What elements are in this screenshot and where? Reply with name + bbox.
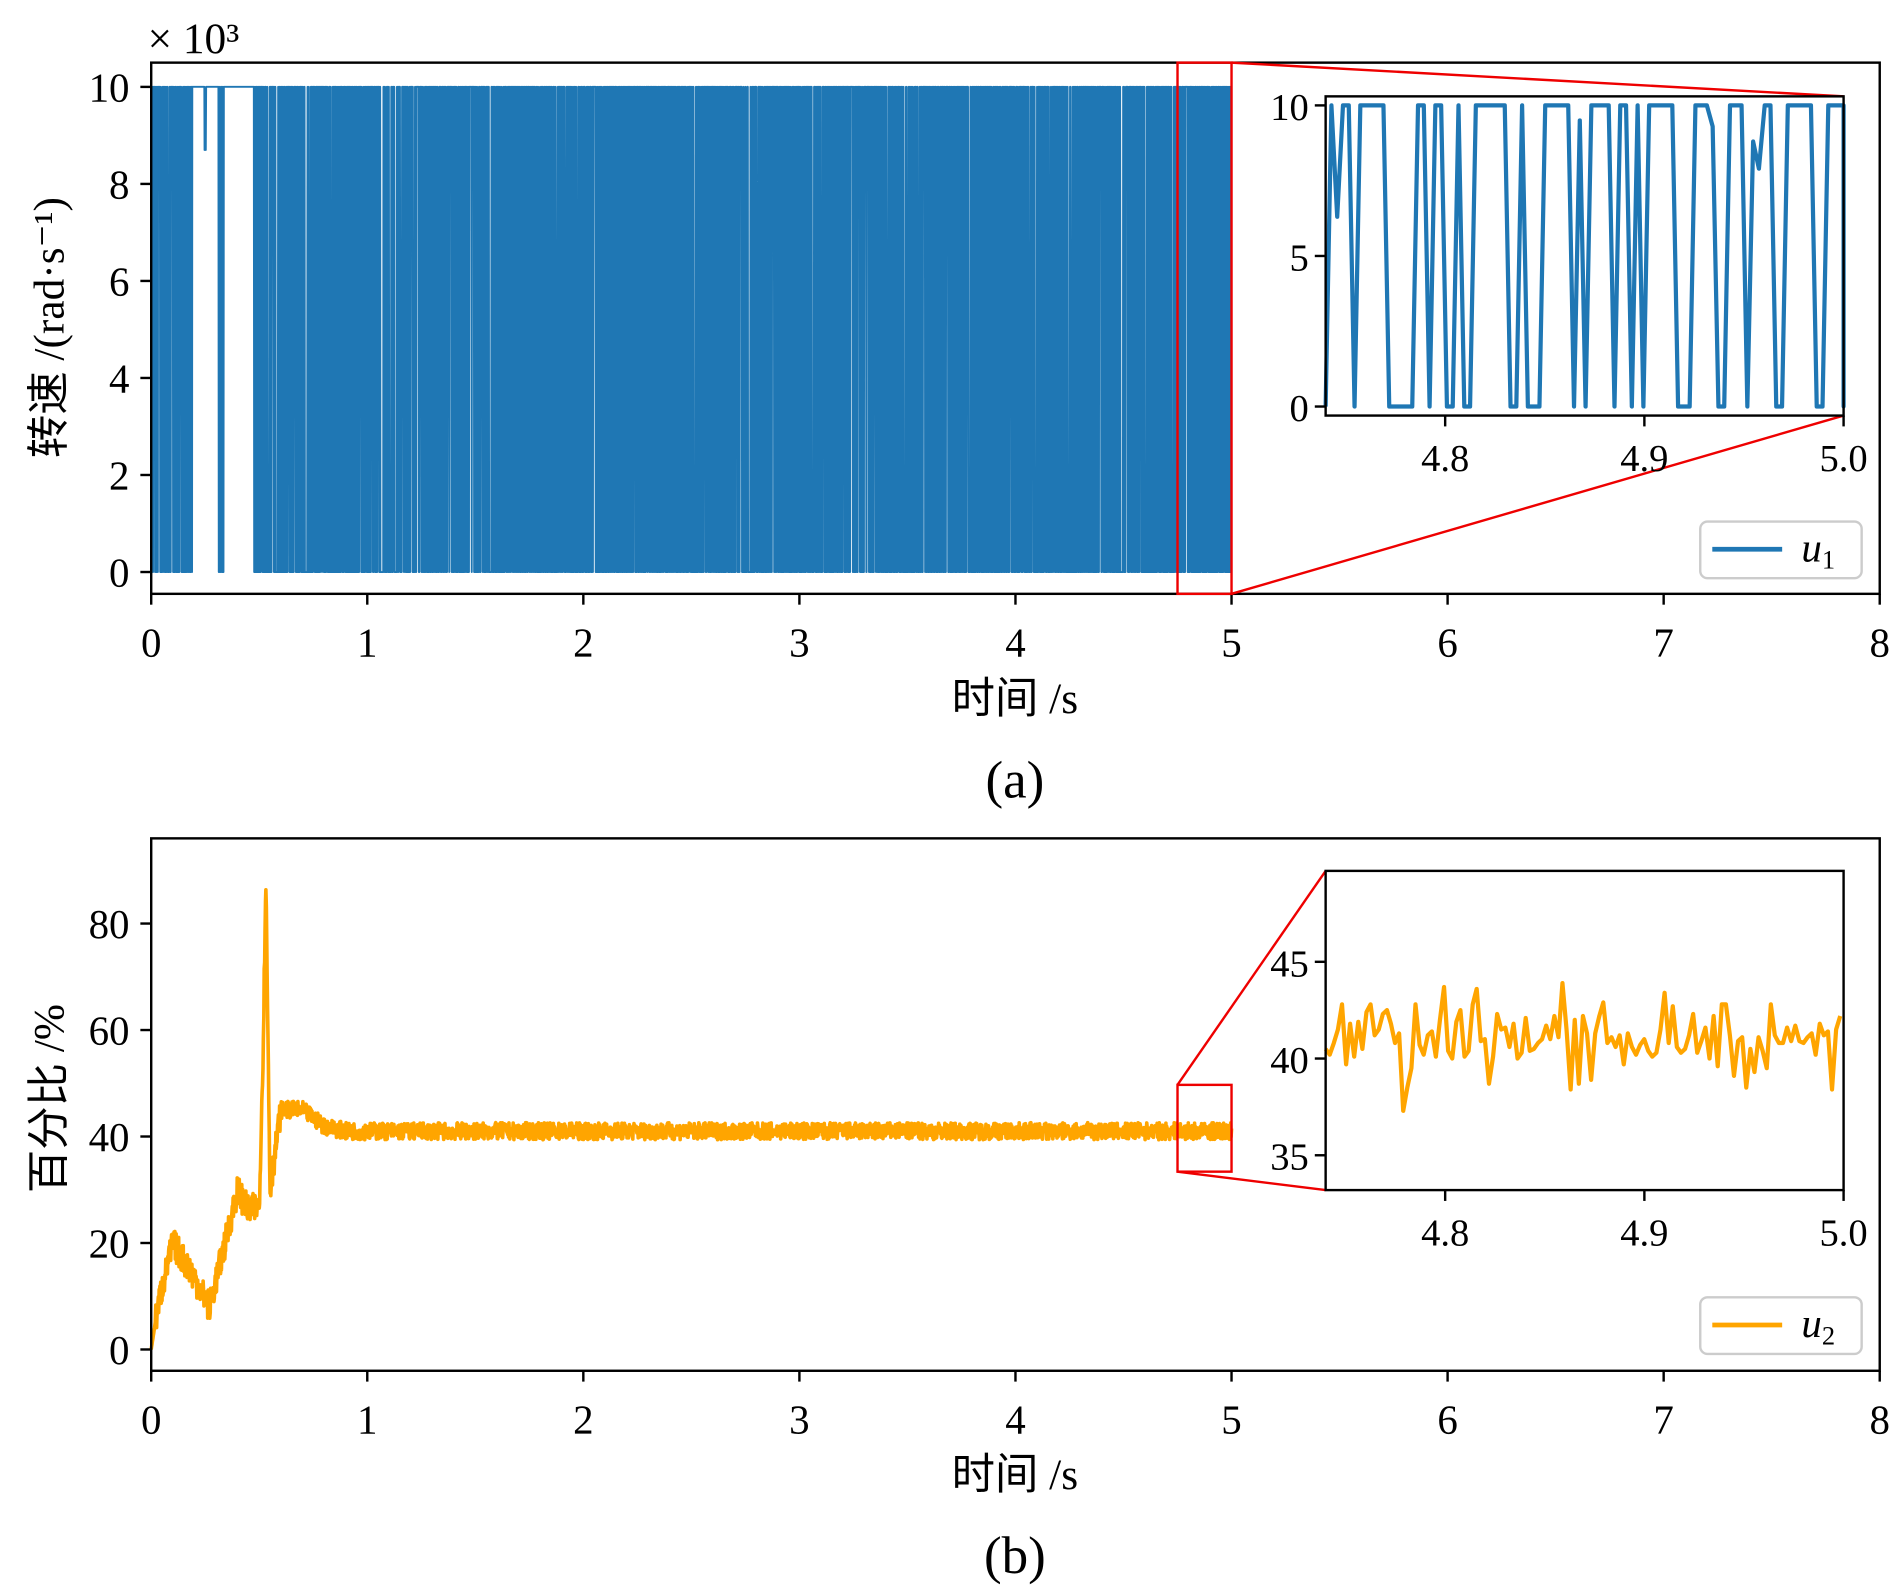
- x-tick-label: 6: [1437, 620, 1457, 665]
- inset-series-u1: [1323, 103, 1846, 409]
- zoom-region-box: [1176, 1083, 1233, 1173]
- zoom-region-box: [1176, 61, 1233, 596]
- inset-x-tick-label: 4.8: [1421, 438, 1469, 480]
- inset-y-tick-label: 45: [1270, 943, 1309, 985]
- inset-y-tick-label: 0: [1290, 388, 1309, 430]
- x-tick-label: 3: [789, 620, 809, 665]
- caption-a: (a): [985, 751, 1044, 809]
- inset-y-tick-label: 40: [1270, 1040, 1309, 1082]
- y-tick-label: 4: [109, 356, 129, 401]
- inset-x-tick-label: 4.8: [1421, 1212, 1469, 1254]
- zoom-connector-line: [1231, 414, 1844, 595]
- inset-series-u2: [1323, 981, 1843, 1113]
- y-tick-label: 80: [89, 902, 130, 947]
- y-tick-label: 60: [89, 1008, 130, 1053]
- y-axis-label-b: 百分比 /%: [25, 1004, 73, 1193]
- y-tick-label: 0: [109, 550, 129, 595]
- inset-x-tick-label: 4.9: [1620, 1212, 1668, 1254]
- zoom-connector-line: [1176, 870, 1327, 1086]
- y-tick-label: 0: [109, 1328, 129, 1373]
- y-tick-label: 20: [89, 1221, 130, 1266]
- y-tick-label: 2: [109, 453, 129, 498]
- x-tick-label: 1: [357, 1397, 377, 1442]
- x-tick-label: 1: [357, 620, 377, 665]
- x-tick-label: 5: [1221, 1397, 1241, 1442]
- x-tick-label: 5: [1221, 620, 1241, 665]
- y-tick-label: 10: [89, 65, 130, 110]
- x-tick-label: 2: [573, 1397, 593, 1442]
- inset-y-tick-label: 35: [1270, 1137, 1309, 1179]
- x-tick-label: 6: [1437, 1397, 1457, 1442]
- x-tick-label: 0: [141, 620, 161, 665]
- x-tick-label: 7: [1653, 1397, 1673, 1442]
- y-tick-label: 40: [89, 1115, 130, 1160]
- x-tick-label: 4: [1005, 620, 1025, 665]
- x-tick-label: 0: [141, 1397, 161, 1442]
- x-tick-label: 7: [1653, 620, 1673, 665]
- x-tick-label: 2: [573, 620, 593, 665]
- inset-y-tick-label: 5: [1290, 237, 1309, 279]
- x-tick-label: 3: [789, 1397, 809, 1442]
- inset-y-tick-label: 10: [1270, 87, 1309, 129]
- inset-x-tick-label: 4.9: [1620, 438, 1668, 480]
- x-axis-label-a: 时间 /s: [952, 675, 1078, 723]
- x-axis-label-b: 时间 /s: [952, 1451, 1078, 1499]
- zoom-connector-line: [1177, 1170, 1326, 1192]
- inset-frame: [1324, 869, 1845, 1192]
- y-multiplier: × 10³: [148, 15, 240, 63]
- series-u2: [149, 887, 1234, 1350]
- series-u1: [150, 85, 1233, 574]
- y-tick-label: 6: [109, 259, 129, 304]
- caption-b: (b): [984, 1527, 1046, 1585]
- x-tick-label: 4: [1005, 1397, 1025, 1442]
- axes-frame: [150, 61, 1881, 596]
- y-axis-label-a: 转速 /(rad·s⁻¹): [25, 197, 73, 458]
- inset-x-tick-label: 5.0: [1820, 1212, 1868, 1254]
- x-tick-label: 8: [1869, 620, 1889, 665]
- inset-x-tick-label: 5.0: [1820, 438, 1868, 480]
- x-tick-label: 8: [1869, 1397, 1889, 1442]
- zoom-connector-line: [1231, 61, 1844, 98]
- y-tick-label: 8: [109, 162, 129, 207]
